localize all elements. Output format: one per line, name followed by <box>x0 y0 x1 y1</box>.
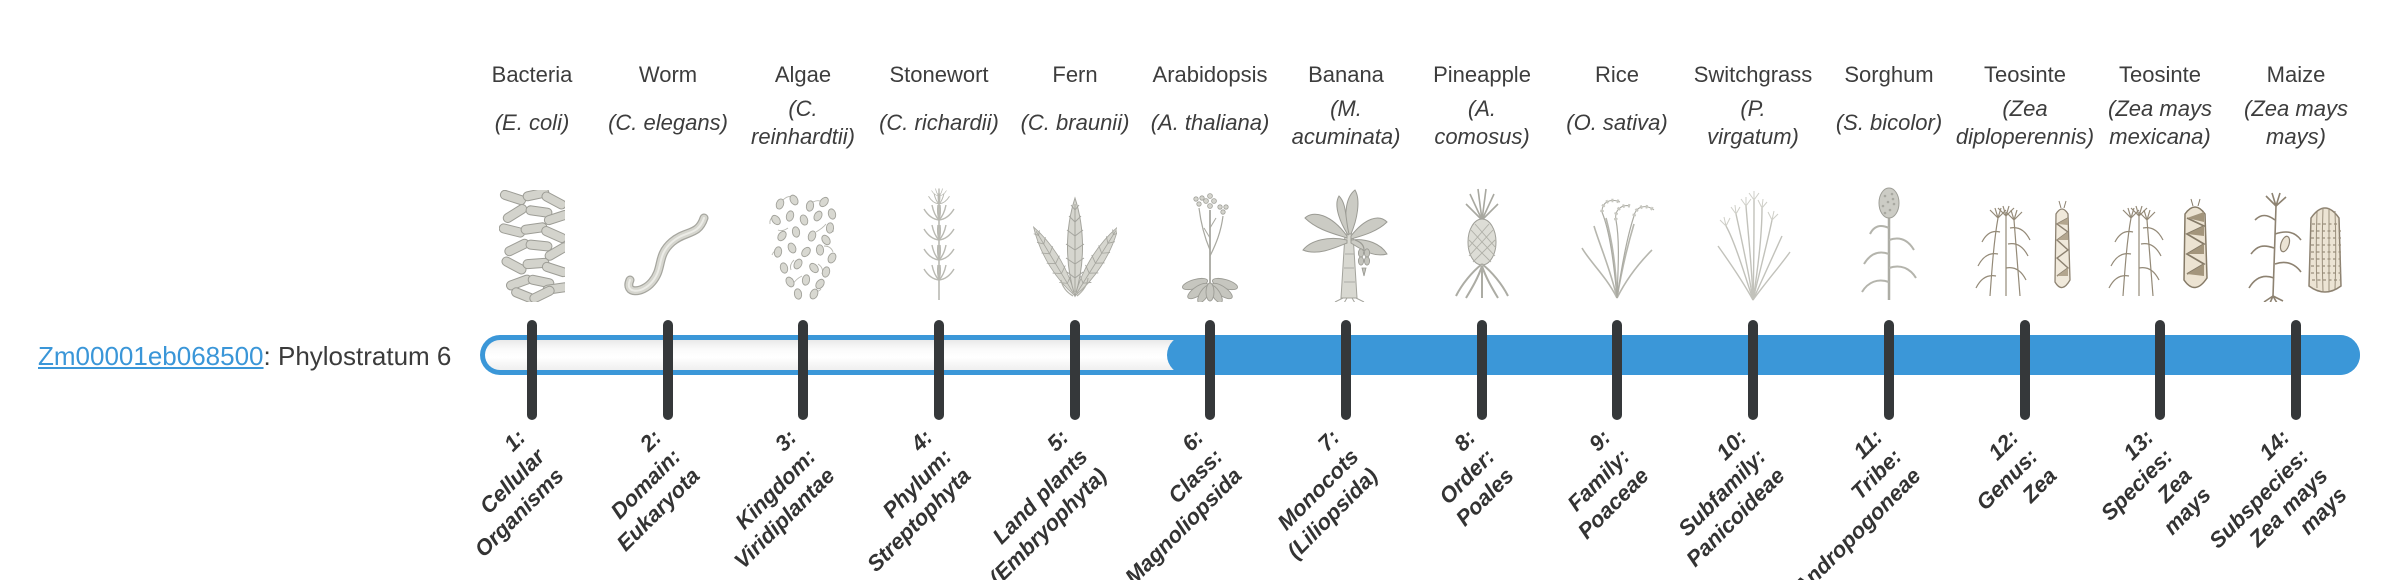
switchgrass-icon <box>1717 191 1791 301</box>
stratum-tick <box>798 320 808 420</box>
organism-latin-name: (A. comosus) <box>1434 96 1530 149</box>
stratum-tick <box>1205 320 1215 420</box>
teosinte-mexicana-icon <box>2108 198 2208 297</box>
organism-common-name: Fern <box>1052 62 1098 87</box>
stratum-tick <box>2020 320 2030 420</box>
organism-illustration <box>723 172 883 302</box>
organism-illustration <box>1130 172 1290 302</box>
organism-common-name: Teosinte <box>1984 62 2066 87</box>
stratum-tick <box>1612 320 1622 420</box>
organism-latin-name: (M. acuminata) <box>1291 96 1401 149</box>
organism-common-name: Worm <box>638 62 698 87</box>
banana-icon <box>1302 189 1388 302</box>
stratum-tick <box>527 320 537 420</box>
organism-common-name: Pineapple <box>1433 62 1531 87</box>
arabidopsis-icon <box>1181 193 1239 302</box>
stratum-tick <box>1341 320 1351 420</box>
organism-illustration <box>1266 172 1426 302</box>
organism-latin-name: (O. sativa) <box>1566 110 1668 135</box>
organism-latin-name: (C. elegans) <box>608 110 728 135</box>
organism-latin-name: (C. richardii) <box>879 110 999 135</box>
stratum-tick <box>2291 320 2301 420</box>
organism-illustration <box>1673 172 1833 302</box>
teosinte-diploperennis-icon <box>1975 200 2071 297</box>
organism-illustration <box>2080 172 2240 302</box>
organism-common-name: Arabidopsis <box>1152 62 1268 87</box>
organism-illustration <box>859 172 1019 302</box>
stratum-tick <box>1070 320 1080 420</box>
organism-latin-name: (C. reinhardtii) <box>751 96 855 149</box>
organism-illustration <box>1809 172 1969 302</box>
rice-icon <box>1581 198 1656 299</box>
organism-latin-name: (Zea mays mexicana) <box>2108 96 2212 149</box>
gene-link[interactable]: Zm00001eb068500 <box>38 341 264 371</box>
maize-icon <box>2248 192 2342 302</box>
gene-label: Zm00001eb068500: Phylostratum 6 <box>38 341 451 371</box>
phylostratum-text: : Phylostratum 6 <box>263 341 452 371</box>
organism-latin-name: (S. bicolor) <box>1835 110 1943 135</box>
organism-latin-name: (Zea mays mays) <box>2244 96 2348 149</box>
organism-illustration <box>1537 172 1697 302</box>
fern-icon <box>1033 197 1117 301</box>
organism-latin-name: (Zea diploperennis) <box>1955 96 2095 149</box>
stonewort-icon <box>923 188 955 300</box>
organism-illustration <box>452 172 612 302</box>
organism-latin-name: (C. braunii) <box>1020 110 1130 135</box>
stratum-tick <box>1748 320 1758 420</box>
organism-latin-name: (P. virgatum) <box>1707 96 1799 149</box>
organism-common-name: Stonewort <box>889 62 989 87</box>
organism-illustration <box>1402 172 1562 302</box>
organism-latin-name: (E. coli) <box>494 110 570 135</box>
organism-common-name: Maize <box>2266 62 2326 87</box>
organism-illustration <box>588 172 748 302</box>
organism-common-name: Banana <box>1308 62 1384 87</box>
phylostratum-bar <box>480 335 2360 375</box>
organism-illustration <box>995 172 1155 302</box>
stratum-tick <box>2155 320 2165 420</box>
organism-common-name: Sorghum <box>1844 62 1934 87</box>
stratum-tick <box>1884 320 1894 420</box>
organism-common-name: Bacteria <box>491 62 573 87</box>
organism-illustration <box>2216 172 2376 302</box>
sorghum-icon <box>1861 187 1917 300</box>
organism-common-name: Teosinte <box>2119 62 2201 87</box>
algae-icon <box>769 194 837 300</box>
bacteria-icon <box>499 190 565 302</box>
organism-illustration <box>1945 172 2105 302</box>
organism-common-name: Algae <box>774 62 832 87</box>
organism-common-name: Switchgrass <box>1693 62 1813 87</box>
stratum-tick <box>663 320 673 420</box>
pineapple-icon <box>1455 188 1509 299</box>
organism-common-name: Rice <box>1594 62 1639 87</box>
worm-icon <box>624 213 709 296</box>
organism-latin-name: (A. thaliana) <box>1150 110 1270 135</box>
stratum-tick <box>1477 320 1487 420</box>
stratum-tick <box>934 320 944 420</box>
